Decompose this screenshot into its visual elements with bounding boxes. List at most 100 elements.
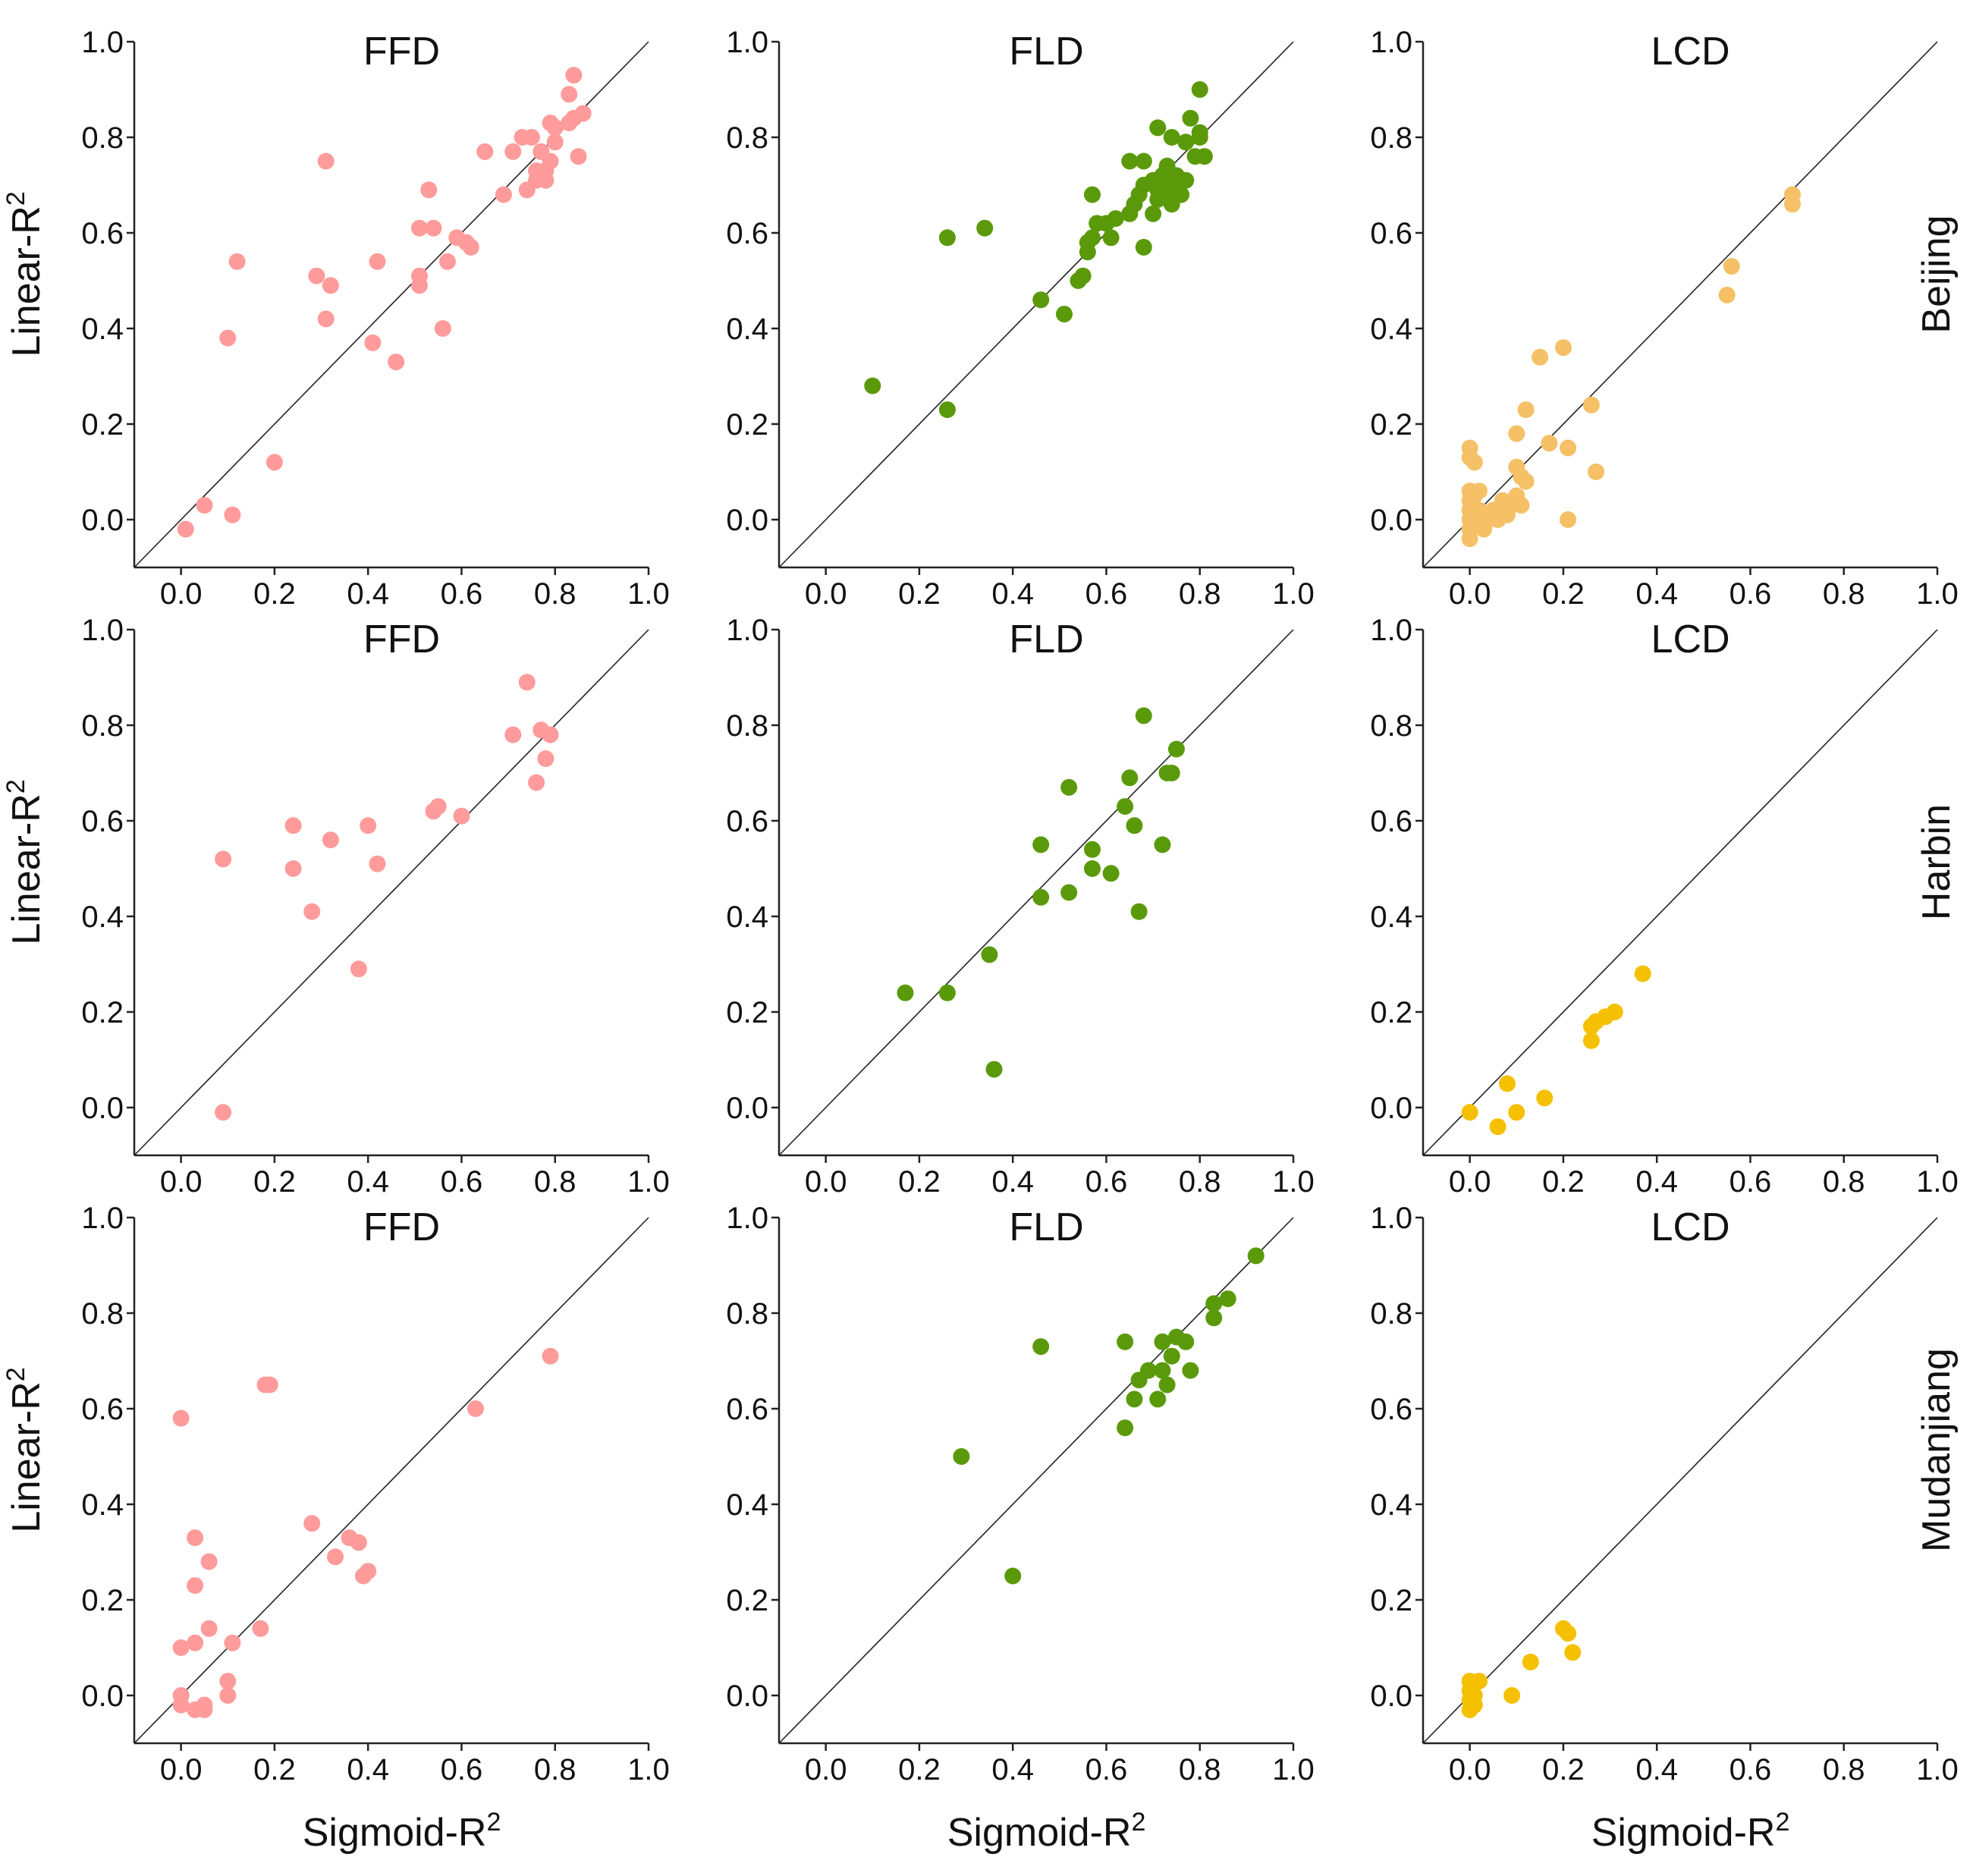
data-point xyxy=(350,1534,367,1551)
data-point xyxy=(1564,1644,1582,1661)
y-tick-label: 0.2 xyxy=(726,408,768,442)
data-point xyxy=(172,1687,190,1704)
y-tick-label: 0.0 xyxy=(81,1092,124,1125)
y-axis-title-superscript: 2 xyxy=(2,1367,30,1381)
reference-line xyxy=(1422,41,1938,568)
data-point xyxy=(495,186,512,203)
data-point xyxy=(1083,229,1101,247)
data-point xyxy=(1032,291,1050,309)
y-tick-label: 0.8 xyxy=(81,1297,124,1331)
y-tick-label: 0.6 xyxy=(726,217,768,250)
x-axis-title: Sigmoid-R2 xyxy=(1591,1808,1790,1855)
x-tick-label: 0.6 xyxy=(1730,1165,1772,1199)
y-tick-label: 1.0 xyxy=(1370,1202,1412,1235)
y-tick-label: 0.0 xyxy=(726,504,768,537)
data-point xyxy=(1582,396,1600,413)
data-point xyxy=(219,1687,237,1704)
y-tick-label: 1.0 xyxy=(1370,26,1412,59)
data-point xyxy=(1135,707,1152,724)
x-axis-title-text: Sigmoid-R xyxy=(947,1811,1132,1855)
x-axis-title-superscript: 2 xyxy=(1775,1808,1789,1837)
y-tick-label: 0.0 xyxy=(726,1680,768,1713)
panel-title: FLD xyxy=(1009,1205,1083,1249)
x-tick-label: 0.0 xyxy=(1449,1753,1491,1786)
x-tick-label: 0.8 xyxy=(534,577,577,611)
y-tick-label: 0.4 xyxy=(81,900,124,934)
data-point xyxy=(322,831,339,849)
data-point xyxy=(252,1620,269,1637)
row-label-mudanjiang: Mudanjiang xyxy=(1915,1348,1959,1552)
x-tick-label: 0.4 xyxy=(1635,577,1678,611)
y-tick-label: 0.2 xyxy=(1370,1584,1412,1617)
y-tick-label: 0.8 xyxy=(1370,709,1412,743)
data-point xyxy=(429,798,447,815)
data-point xyxy=(1489,1118,1506,1136)
data-point xyxy=(1135,152,1152,170)
data-point xyxy=(1083,186,1101,203)
data-point xyxy=(981,946,998,963)
x-tick-label: 0.4 xyxy=(347,1753,389,1786)
panel-harbin-lcd: 0.0 0.0 0.2 0.2 0.4 0.4 0.6 0.6 0.8 0.8 1.0 1.0 LCD xyxy=(1370,614,1958,1199)
data-point xyxy=(1074,267,1092,284)
y-tick-label: 0.4 xyxy=(1370,313,1412,346)
data-point xyxy=(410,219,428,237)
data-point xyxy=(1117,798,1134,815)
data-point xyxy=(1503,1687,1521,1704)
x-tick-label: 0.2 xyxy=(898,1753,941,1786)
data-point xyxy=(1718,286,1736,303)
data-point xyxy=(1205,1309,1223,1327)
x-tick-label: 0.0 xyxy=(160,1753,203,1786)
data-point xyxy=(1195,148,1213,165)
data-point xyxy=(1470,482,1488,500)
panel-beijing-ffd: 0.0 0.0 0.2 0.2 0.4 0.4 0.6 0.6 0.8 0.8 1.0 1.0 FFD xyxy=(81,26,669,611)
data-point xyxy=(1126,1391,1143,1408)
x-tick-label: 0.6 xyxy=(441,577,483,611)
data-point xyxy=(1508,425,1525,442)
x-tick-label: 0.6 xyxy=(441,1165,483,1199)
data-point xyxy=(1177,171,1195,189)
data-point xyxy=(1783,186,1801,203)
data-point xyxy=(542,115,559,132)
data-point xyxy=(938,401,956,419)
panel-title: LCD xyxy=(1651,617,1730,661)
data-point xyxy=(504,143,522,160)
x-tick-label: 0.8 xyxy=(534,1165,577,1199)
data-point xyxy=(284,860,302,877)
panel-title: FFD xyxy=(363,30,440,74)
data-point xyxy=(1102,229,1120,247)
data-point xyxy=(1158,1376,1176,1394)
panel-title: FLD xyxy=(1009,617,1083,661)
x-tick-label: 0.2 xyxy=(898,577,941,611)
y-tick-label: 0.2 xyxy=(1370,996,1412,1029)
panel-beijing-fld: 0.0 0.0 0.2 0.2 0.4 0.4 0.6 0.6 0.8 0.8 1.0 1.0 FLD xyxy=(726,26,1314,611)
y-tick-label: 0.8 xyxy=(1370,121,1412,155)
data-point xyxy=(1177,1333,1195,1350)
data-point xyxy=(1513,497,1530,514)
data-point xyxy=(1060,884,1078,901)
data-point xyxy=(561,86,578,103)
data-point xyxy=(1102,865,1120,882)
x-tick-label: 0.2 xyxy=(1542,1753,1585,1786)
y-tick-label: 0.0 xyxy=(1370,504,1412,537)
data-point xyxy=(265,454,283,471)
x-tick-label: 0.4 xyxy=(991,577,1034,611)
x-tick-label: 0.2 xyxy=(253,1165,296,1199)
panel-mudanjiang-fld: 0.0 0.0 0.2 0.2 0.4 0.4 0.6 0.6 0.8 0.8 1.0 1.0 FLD xyxy=(726,1202,1314,1786)
x-tick-label: 1.0 xyxy=(627,1165,670,1199)
data-point xyxy=(1191,124,1208,141)
panel-beijing-lcd: 0.0 0.0 0.2 0.2 0.4 0.4 0.6 0.6 0.8 0.8 1.0 1.0 LCD xyxy=(1370,26,1958,611)
data-point xyxy=(308,267,325,284)
data-point xyxy=(200,1620,218,1637)
data-point xyxy=(537,750,555,768)
y-tick-label: 0.6 xyxy=(1370,805,1412,838)
y-axis-title-superscript: 2 xyxy=(2,191,30,206)
data-point xyxy=(574,105,592,122)
data-point xyxy=(864,377,881,394)
data-point xyxy=(219,1673,237,1690)
data-point xyxy=(1145,205,1162,222)
data-point xyxy=(542,152,559,170)
data-point xyxy=(1466,1687,1483,1704)
data-point xyxy=(284,817,302,834)
data-point xyxy=(196,1696,213,1714)
data-point xyxy=(1219,1290,1236,1308)
